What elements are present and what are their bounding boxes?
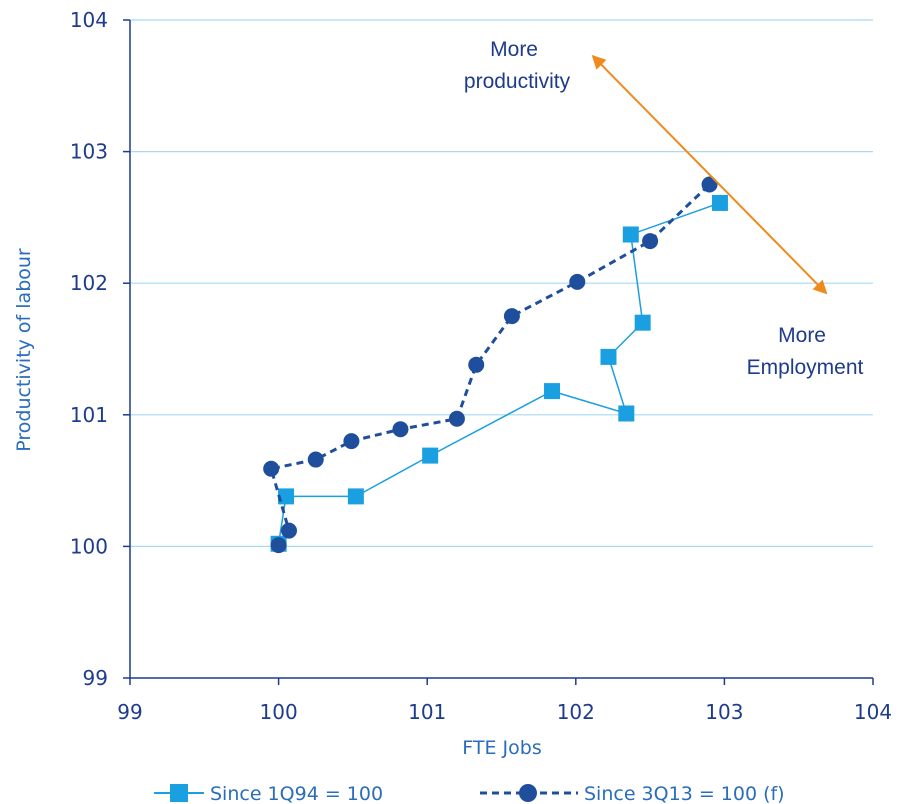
data-point	[569, 273, 586, 290]
x-tick-labels: 99 100 101 102 103 104	[117, 700, 892, 724]
y-tick-label: 101	[70, 403, 108, 427]
data-point	[634, 314, 651, 331]
x-tick-label: 103	[705, 700, 743, 724]
annotation-line: More	[490, 38, 538, 61]
y-tick-label: 103	[70, 140, 108, 164]
data-point	[503, 308, 520, 325]
data-point	[263, 460, 280, 477]
annotation-more-employment: More Employment	[747, 324, 864, 379]
legend: Since 1Q94 = 100 Since 3Q13 = 100 (f)	[154, 783, 785, 804]
data-point	[270, 537, 287, 554]
data-point	[307, 451, 324, 468]
y-tick-label: 99	[83, 666, 108, 690]
series-1	[270, 194, 728, 552]
data-point	[278, 488, 295, 505]
legend-square-marker	[170, 784, 188, 802]
legend-item-series-1: Since 1Q94 = 100	[154, 783, 383, 804]
gridlines	[130, 19, 873, 548]
annotation-more-productivity: More productivity	[464, 38, 571, 93]
x-tick-label: 100	[260, 700, 298, 724]
data-point	[347, 488, 364, 505]
data-point	[600, 348, 617, 365]
legend-label: Since 1Q94 = 100	[210, 783, 383, 804]
y-tick-label: 102	[70, 271, 108, 295]
axes	[123, 19, 874, 685]
series-line	[277, 202, 721, 544]
data-point	[281, 522, 298, 539]
legend-circle-marker	[519, 784, 537, 802]
data-point	[468, 356, 485, 373]
x-tick-label: 104	[854, 700, 892, 724]
annotation-line: productivity	[464, 70, 571, 93]
data-point	[618, 405, 635, 422]
data-point	[343, 433, 360, 450]
y-axis-title: Productivity of labour	[13, 248, 35, 452]
series-layer	[263, 176, 728, 554]
y-tick-label: 104	[70, 8, 108, 32]
x-tick-label: 99	[117, 700, 142, 724]
data-point	[544, 383, 561, 400]
series-line	[269, 183, 711, 546]
data-point	[622, 226, 639, 243]
data-point	[711, 194, 728, 211]
x-tick-label: 102	[557, 700, 595, 724]
x-axis-title: FTE Jobs	[462, 737, 541, 759]
x-tick-label: 101	[408, 700, 446, 724]
data-point	[422, 447, 439, 464]
direction-arrow	[591, 54, 828, 295]
annotation-line: More	[778, 324, 826, 347]
legend-label: Since 3Q13 = 100 (f)	[584, 783, 785, 804]
legend-item-series-2: Since 3Q13 = 100 (f)	[480, 783, 785, 804]
data-point	[642, 233, 659, 250]
annotation-line: Employment	[747, 356, 864, 379]
y-tick-label: 100	[70, 534, 108, 558]
data-point	[392, 421, 409, 438]
y-tick-labels: 99 100 101 102 103 104	[70, 8, 108, 690]
data-point	[448, 410, 465, 427]
